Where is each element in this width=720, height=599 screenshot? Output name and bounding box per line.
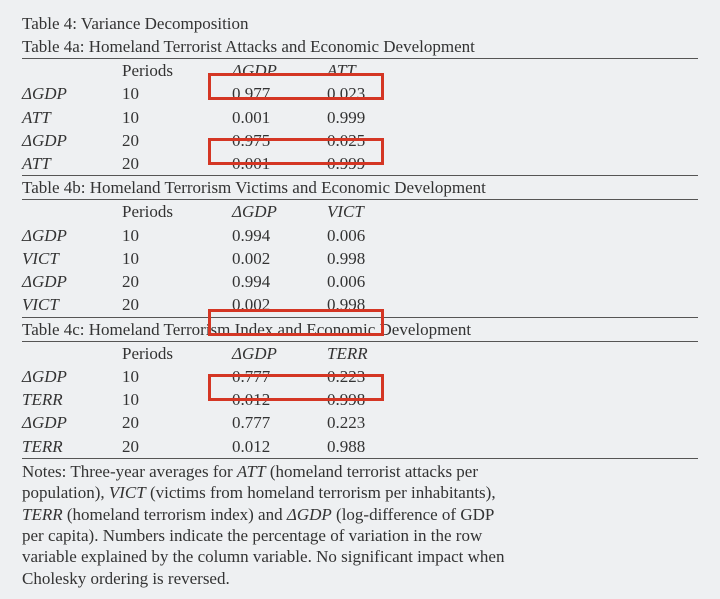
cell: 0.001 bbox=[232, 106, 327, 129]
table-row: ΔGDP 20 0.975 0.025 bbox=[22, 129, 698, 152]
cell: 20 bbox=[122, 293, 232, 317]
table-row: TERR 20 0.012 0.988 bbox=[22, 435, 698, 459]
cell: 0.006 bbox=[327, 270, 698, 293]
notes-att: ATT bbox=[237, 462, 266, 481]
table-row: TERR 10 0.012 0.998 bbox=[22, 388, 698, 411]
cell: 10 bbox=[122, 82, 232, 105]
table-row: VICT 20 0.002 0.998 bbox=[22, 293, 698, 317]
rowvar: ATT bbox=[22, 106, 122, 129]
cell: 20 bbox=[122, 435, 232, 459]
notes-text: Notes: Three-year averages for bbox=[22, 462, 237, 481]
table-4b-title: Table 4b: Homeland Terrorism Victims and… bbox=[22, 176, 698, 199]
cell: 0.223 bbox=[327, 411, 698, 434]
rowvar: ΔGDP bbox=[22, 82, 122, 105]
notes-vict: VICT bbox=[109, 483, 146, 502]
cell: 20 bbox=[122, 152, 232, 176]
table-4a: Periods ΔGDP ATT ΔGDP 10 0.977 0.023 ATT… bbox=[22, 58, 698, 176]
cell: 20 bbox=[122, 411, 232, 434]
col-periods: Periods bbox=[122, 59, 232, 83]
rowvar: ΔGDP bbox=[22, 224, 122, 247]
notes-terr: TERR bbox=[22, 505, 63, 524]
notes: Notes: Three-year averages for ATT (home… bbox=[22, 459, 698, 589]
rowvar: ATT bbox=[22, 152, 122, 176]
rowvar: VICT bbox=[22, 247, 122, 270]
rowvar: ΔGDP bbox=[22, 411, 122, 434]
table-4c-header: Periods ΔGDP TERR bbox=[22, 341, 698, 365]
cell: 20 bbox=[122, 129, 232, 152]
table-4b: Periods ΔGDP VICT ΔGDP 10 0.994 0.006 VI… bbox=[22, 199, 698, 317]
cell: 0.998 bbox=[327, 247, 698, 270]
rowvar: ΔGDP bbox=[22, 129, 122, 152]
col-dgdp: ΔGDP bbox=[232, 200, 327, 224]
cell: 0.001 bbox=[232, 152, 327, 176]
cell: 0.777 bbox=[232, 411, 327, 434]
notes-text: population), bbox=[22, 483, 109, 502]
table-row: ΔGDP 20 0.777 0.223 bbox=[22, 411, 698, 434]
cell: 0.002 bbox=[232, 247, 327, 270]
rowvar: ΔGDP bbox=[22, 270, 122, 293]
notes-text: variable explained by the column variabl… bbox=[22, 547, 504, 566]
table-row: ATT 10 0.001 0.999 bbox=[22, 106, 698, 129]
table-row: ΔGDP 20 0.994 0.006 bbox=[22, 270, 698, 293]
table-row: ΔGDP 10 0.977 0.023 bbox=[22, 82, 698, 105]
cell: 0.994 bbox=[232, 270, 327, 293]
page: Table 4: Variance Decomposition Table 4a… bbox=[0, 0, 720, 599]
cell: 0.002 bbox=[232, 293, 327, 317]
cell: 10 bbox=[122, 388, 232, 411]
table-main-title: Table 4: Variance Decomposition bbox=[22, 12, 698, 35]
notes-text: (homeland terrorism index) and bbox=[63, 505, 287, 524]
table-4c-title: Table 4c: Homeland Terrorism Index and E… bbox=[22, 318, 698, 341]
rowvar: TERR bbox=[22, 388, 122, 411]
notes-text: (homeland terrorist attacks per bbox=[266, 462, 478, 481]
cell: 0.777 bbox=[232, 365, 327, 388]
rowvar: VICT bbox=[22, 293, 122, 317]
rowvar: TERR bbox=[22, 435, 122, 459]
cell: 0.975 bbox=[232, 129, 327, 152]
notes-dgdp: ΔGDP bbox=[287, 505, 332, 524]
cell: 0.998 bbox=[327, 293, 698, 317]
notes-text: (log-difference of GDP bbox=[332, 505, 495, 524]
cell: 0.012 bbox=[232, 388, 327, 411]
table-4c: Periods ΔGDP TERR ΔGDP 10 0.777 0.223 TE… bbox=[22, 341, 698, 459]
cell: 0.988 bbox=[327, 435, 698, 459]
cell: 0.999 bbox=[327, 152, 698, 176]
table-row: ΔGDP 10 0.777 0.223 bbox=[22, 365, 698, 388]
rowvar: ΔGDP bbox=[22, 365, 122, 388]
col-periods: Periods bbox=[122, 200, 232, 224]
col-terr: TERR bbox=[327, 341, 698, 365]
cell: 0.023 bbox=[327, 82, 698, 105]
table-row: ΔGDP 10 0.994 0.006 bbox=[22, 224, 698, 247]
cell: 10 bbox=[122, 365, 232, 388]
cell: 0.994 bbox=[232, 224, 327, 247]
col-periods: Periods bbox=[122, 341, 232, 365]
col-att: ATT bbox=[327, 59, 698, 83]
col-vict: VICT bbox=[327, 200, 698, 224]
notes-text: per capita). Numbers indicate the percen… bbox=[22, 526, 482, 545]
cell: 0.006 bbox=[327, 224, 698, 247]
cell: 0.977 bbox=[232, 82, 327, 105]
notes-text: (victims from homeland terrorism per inh… bbox=[146, 483, 496, 502]
cell: 10 bbox=[122, 106, 232, 129]
cell: 0.998 bbox=[327, 388, 698, 411]
cell: 0.012 bbox=[232, 435, 327, 459]
cell: 0.025 bbox=[327, 129, 698, 152]
notes-text: Cholesky ordering is reversed. bbox=[22, 569, 230, 588]
table-4a-header: Periods ΔGDP ATT bbox=[22, 59, 698, 83]
col-dgdp: ΔGDP bbox=[232, 341, 327, 365]
table-4a-title: Table 4a: Homeland Terrorist Attacks and… bbox=[22, 35, 698, 58]
cell: 0.999 bbox=[327, 106, 698, 129]
cell: 0.223 bbox=[327, 365, 698, 388]
table-4b-header: Periods ΔGDP VICT bbox=[22, 200, 698, 224]
table-row: VICT 10 0.002 0.998 bbox=[22, 247, 698, 270]
col-dgdp: ΔGDP bbox=[232, 59, 327, 83]
cell: 10 bbox=[122, 247, 232, 270]
cell: 10 bbox=[122, 224, 232, 247]
table-row: ATT 20 0.001 0.999 bbox=[22, 152, 698, 176]
cell: 20 bbox=[122, 270, 232, 293]
